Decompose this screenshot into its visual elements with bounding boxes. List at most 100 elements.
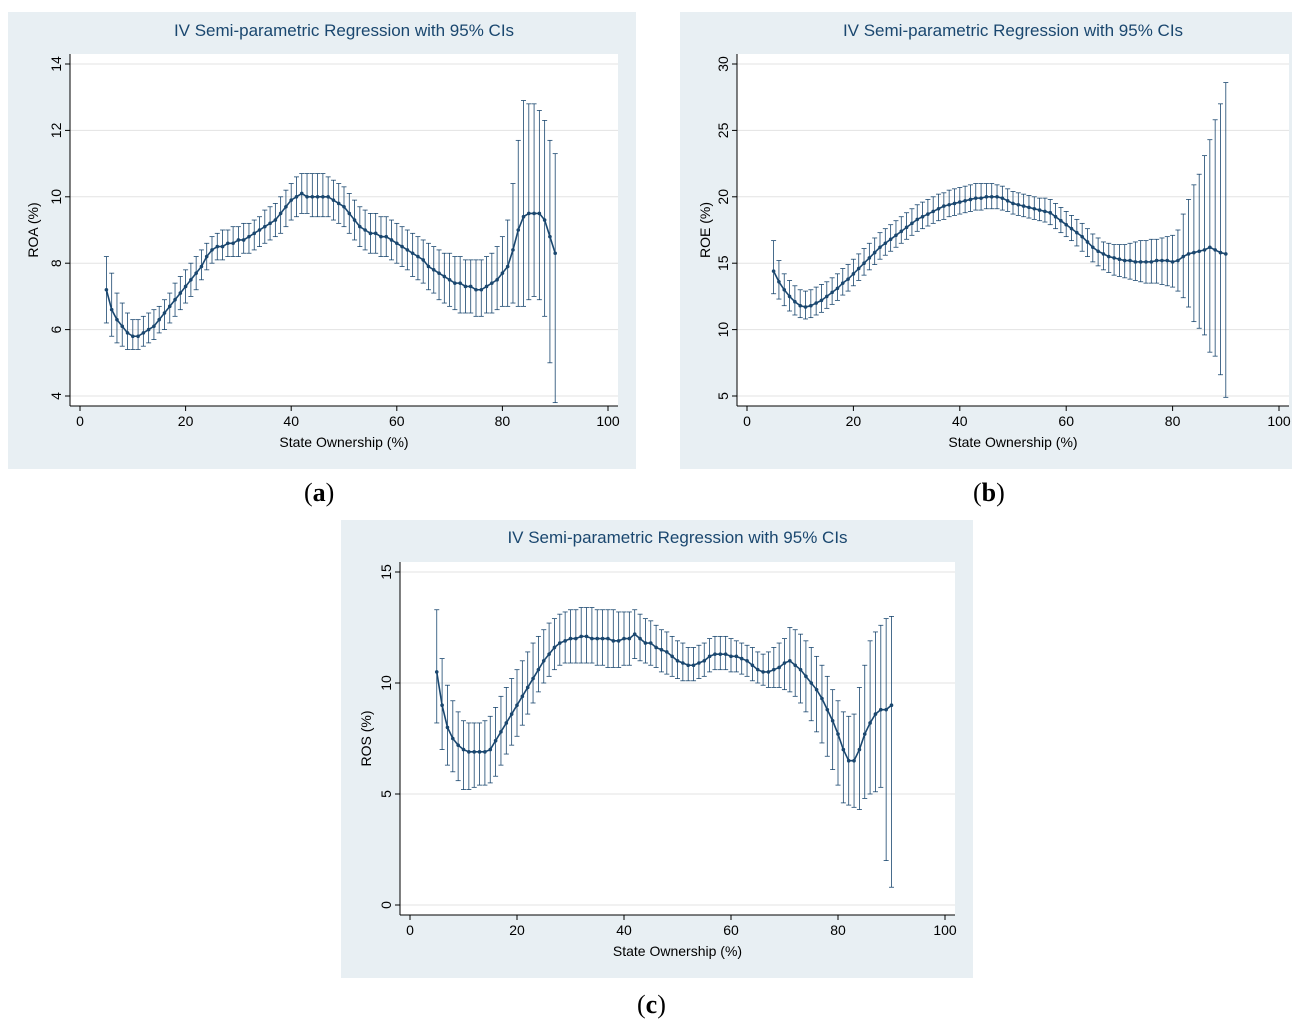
y-tick-label: 10 <box>378 675 394 691</box>
data-point <box>926 212 930 216</box>
data-point <box>1000 196 1005 200</box>
x-axis-label: State Ownership (%) <box>613 943 742 959</box>
data-point <box>568 636 573 641</box>
data-point <box>472 750 476 754</box>
data-point <box>474 287 478 292</box>
data-point <box>1037 208 1042 212</box>
data-point <box>305 195 309 199</box>
data-point <box>236 238 241 242</box>
data-point <box>479 287 484 292</box>
data-point <box>505 264 510 269</box>
data-point <box>495 278 499 282</box>
data-point <box>878 245 882 250</box>
data-point <box>537 211 542 216</box>
caption-a: (a) <box>304 478 335 507</box>
data-point <box>718 652 723 656</box>
data-point <box>600 636 605 641</box>
data-point <box>1186 252 1191 256</box>
data-point <box>984 195 989 199</box>
data-point <box>1106 254 1111 259</box>
data-point <box>1192 250 1196 255</box>
data-point <box>1091 245 1095 250</box>
data-point <box>451 736 455 741</box>
data-point <box>162 311 167 315</box>
data-point <box>131 334 135 339</box>
data-point <box>1170 260 1175 264</box>
data-point <box>841 747 846 752</box>
data-point <box>654 645 658 650</box>
data-point <box>1096 249 1100 254</box>
x-tick-label: 80 <box>830 922 846 938</box>
data-point <box>691 663 696 668</box>
data-point <box>750 663 755 668</box>
data-point <box>643 641 648 645</box>
data-point <box>1043 209 1047 214</box>
data-point <box>294 195 299 199</box>
data-point <box>1059 218 1063 223</box>
data-point <box>553 251 557 256</box>
x-tick-label: 60 <box>723 922 739 938</box>
data-point <box>384 234 389 239</box>
data-point <box>739 656 744 661</box>
data-point <box>563 639 567 643</box>
data-point <box>771 269 776 273</box>
data-point <box>431 268 436 272</box>
data-point <box>315 195 320 199</box>
data-point <box>363 228 367 232</box>
data-point <box>1048 210 1053 215</box>
data-point <box>247 234 251 239</box>
data-point <box>958 200 962 204</box>
data-point <box>463 284 468 289</box>
data-point <box>973 196 978 200</box>
data-point <box>231 241 235 246</box>
data-point <box>904 225 909 230</box>
data-point <box>836 732 840 736</box>
data-point <box>1208 245 1212 250</box>
chart-title: IV Semi-parametric Regression with 95% C… <box>174 21 514 40</box>
data-point <box>241 238 246 242</box>
data-point <box>125 331 130 335</box>
data-point <box>1165 258 1170 263</box>
data-point <box>840 281 845 285</box>
data-point <box>894 233 898 238</box>
data-point <box>622 636 626 641</box>
data-point <box>416 254 420 259</box>
x-tick-label: 0 <box>743 413 751 429</box>
data-point <box>484 284 489 289</box>
data-point <box>226 241 230 246</box>
data-point <box>1112 256 1116 260</box>
data-point <box>445 725 450 730</box>
data-point <box>178 291 183 295</box>
data-point <box>527 211 531 216</box>
data-point <box>511 248 515 252</box>
x-tick-label: 80 <box>1165 413 1181 429</box>
y-tick-label: 6 <box>48 325 64 333</box>
data-point <box>437 271 441 275</box>
data-point <box>373 231 378 236</box>
y-tick-label: 10 <box>715 322 731 338</box>
x-tick-label: 0 <box>406 922 414 938</box>
data-point <box>521 214 526 219</box>
data-point <box>552 645 557 650</box>
data-point <box>952 201 957 206</box>
data-point <box>931 209 935 214</box>
data-point <box>809 681 814 685</box>
data-point <box>531 676 535 681</box>
data-point <box>434 670 439 674</box>
y-tick-label: 15 <box>715 255 731 271</box>
x-tick-label: 40 <box>283 413 299 429</box>
data-point <box>761 670 765 674</box>
data-point <box>745 659 749 663</box>
data-point <box>798 303 802 308</box>
data-point <box>440 703 444 707</box>
data-point <box>713 652 717 656</box>
y-axis-label: ROA (%) <box>25 202 41 257</box>
plot-area <box>737 54 1289 406</box>
y-tick-label: 10 <box>48 189 64 205</box>
chart-title: IV Semi-parametric Regression with 95% C… <box>507 528 847 547</box>
data-point <box>723 652 728 656</box>
series-markers <box>104 191 557 339</box>
chart-svg: 0 20 40 60 80 100 0 5 10 15 IV Semi-parametric Reg… <box>358 528 957 959</box>
data-point <box>468 284 473 289</box>
data-point <box>252 231 257 236</box>
